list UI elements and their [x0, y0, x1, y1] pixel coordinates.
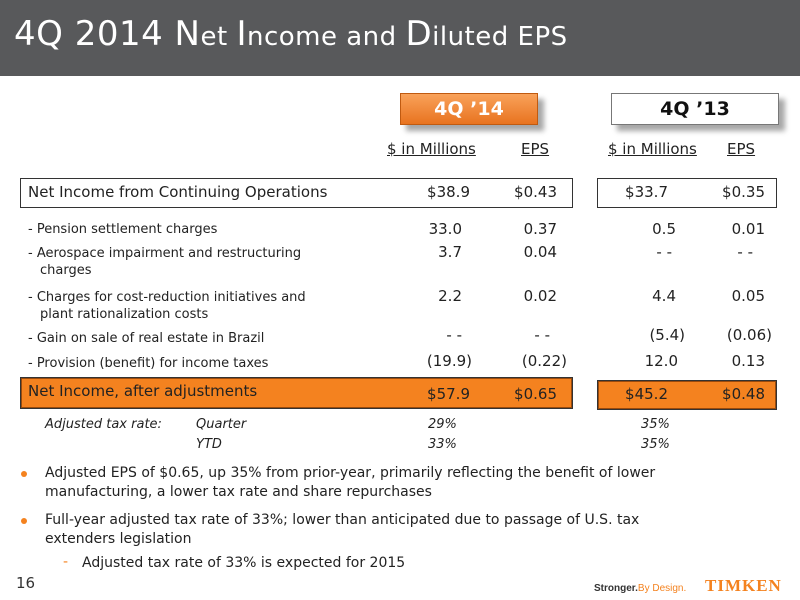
adjusted-box-14: [20, 377, 573, 409]
continuing-ops-m13: $33.7: [625, 183, 668, 201]
continuing-ops-box-13: [597, 178, 777, 208]
adj-cost-m14: 2.2: [438, 287, 462, 305]
adj-aerospace-e13: - -: [737, 243, 753, 261]
adj-label-aerospace: - Aerospace impairment and restructuring: [28, 246, 302, 261]
col-millions-14: $ in Millions: [387, 140, 476, 158]
adj-taxes-e14: (0.22): [521, 352, 567, 370]
adjusted-m14: $57.9: [427, 385, 470, 403]
tax-ytd-13: 35%: [641, 437, 670, 452]
adj-aerospace-e14: 0.04: [523, 243, 557, 261]
adj-brazil-m14: - -: [446, 326, 462, 344]
tax-ytd-14: 33%: [428, 437, 457, 452]
adj-cost-m13: 4.4: [652, 287, 676, 305]
adj-label-cost-reduction: - Charges for cost-reduction initiatives…: [28, 290, 306, 305]
adj-brazil-e14: - -: [534, 326, 550, 344]
adjusted-label: Net Income, after adjustments: [28, 382, 258, 400]
adj-label-aerospace-2: charges: [40, 263, 92, 278]
bullet-tax: Full-year adjusted tax rate of 33%; lowe…: [45, 511, 639, 549]
bullet-eps-line2: manufacturing, a lower tax rate and shar…: [45, 484, 432, 500]
adj-pension-m13: 0.5: [652, 220, 676, 238]
continuing-ops-box-14: [20, 178, 573, 208]
adj-label-taxes: - Provision (benefit) for income taxes: [28, 356, 269, 371]
adj-cost-e13: 0.05: [731, 287, 765, 305]
adj-aerospace-m14: 3.7: [438, 243, 462, 261]
continuing-ops-label: Net Income from Continuing Operations: [28, 183, 328, 201]
adj-pension-e13: 0.01: [731, 220, 765, 238]
bullet-tax-line2: extenders legislation: [45, 531, 192, 547]
adj-aerospace-m13: - -: [656, 243, 672, 261]
adjusted-m13: $45.2: [625, 385, 668, 403]
col-millions-13: $ in Millions: [608, 140, 697, 158]
sub-bullet-dash-icon: -: [63, 554, 69, 570]
bullet-tax-line1: Full-year adjusted tax rate of 33%; lowe…: [45, 512, 640, 528]
bullet-dot-icon: [21, 518, 27, 524]
slide-title: 4Q 2014 Net Income and Diluted EPS: [14, 14, 568, 54]
tagline: Stronger.By Design.: [594, 583, 687, 594]
header-4q13: 4Q ’13: [611, 93, 779, 125]
continuing-ops-e13: $0.35: [722, 183, 765, 201]
bullet-eps-line1: Adjusted EPS of $0.65, up 35% from prior…: [45, 465, 656, 481]
adj-pension-m14: 33.0: [428, 220, 462, 238]
adjusted-box-13: [597, 380, 777, 410]
timken-logo: TIMKEN: [705, 576, 782, 595]
adj-pension-e14: 0.37: [523, 220, 557, 238]
adj-taxes-e13: 0.13: [731, 352, 765, 370]
tax-ytd-label: YTD: [196, 437, 222, 452]
title-bar: 4Q 2014 Net Income and Diluted EPS: [0, 0, 800, 76]
adj-taxes-m14: (19.9): [426, 352, 472, 370]
adj-label-brazil: - Gain on sale of real estate in Brazil: [28, 331, 265, 346]
sub-bullet: Adjusted tax rate of 33% is expected for…: [82, 555, 406, 571]
adj-taxes-m13: 12.0: [644, 352, 678, 370]
bullet-eps: Adjusted EPS of $0.65, up 35% from prior…: [45, 464, 655, 502]
adjusted-e14: $0.65: [514, 385, 557, 403]
tax-rate-label: Adjusted tax rate:: [45, 417, 162, 432]
adj-brazil-e13: (0.06): [726, 326, 772, 344]
bullet-dot-icon: [21, 471, 27, 477]
tax-quarter-label: Quarter: [196, 417, 247, 432]
page-number: 16: [16, 574, 36, 592]
header-4q14: 4Q ’14: [400, 93, 538, 125]
tax-quarter-14: 29%: [428, 417, 457, 432]
adj-label-pension: - Pension settlement charges: [28, 222, 218, 237]
continuing-ops-e14: $0.43: [514, 183, 557, 201]
continuing-ops-m14: $38.9: [427, 183, 470, 201]
adj-cost-e14: 0.02: [523, 287, 557, 305]
col-eps-13: EPS: [727, 140, 756, 158]
tax-quarter-13: 35%: [641, 417, 670, 432]
adj-label-cost-reduction-2: plant rationalization costs: [40, 307, 209, 322]
adj-brazil-m13: (5.4): [649, 326, 685, 344]
col-eps-14: EPS: [521, 140, 550, 158]
adjusted-e13: $0.48: [722, 385, 765, 403]
